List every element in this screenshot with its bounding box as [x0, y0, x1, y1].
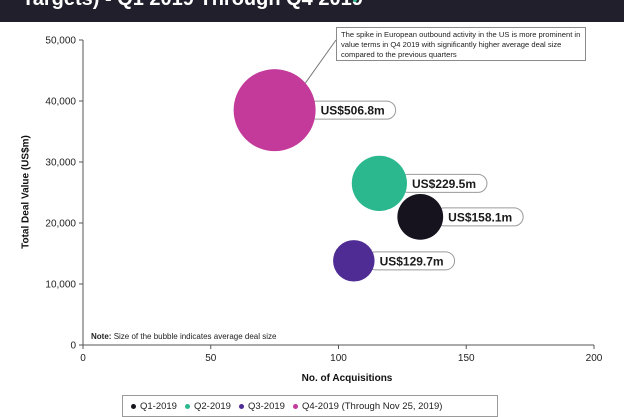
legend-marker	[131, 403, 136, 409]
bubble-q3-2019	[333, 240, 375, 282]
bubble-value-label: US$158.1m	[448, 210, 512, 224]
legend-label: Q1-2019	[140, 400, 177, 412]
x-tick-label: 50	[205, 353, 217, 364]
callout-annotation: The spike in European outbound activity …	[336, 27, 586, 61]
x-tick-label: 100	[330, 353, 347, 364]
y-tick-label: 30,000	[45, 158, 76, 169]
bubble-value-label: US$506.8m	[321, 104, 385, 118]
bubble-q2-2019	[351, 155, 407, 211]
bubble-q4-2019-through-nov-25-2019-	[233, 69, 316, 152]
x-tick-label: 200	[586, 353, 603, 364]
callout-leader	[304, 39, 337, 84]
chart-legend: Q1-2019 Q2-2019 Q3-2019 Q4-2019 (Through No…	[122, 395, 498, 417]
legend-marker	[184, 403, 190, 409]
chart-title: Targets) - Q1 2019 Through Q4 2019	[22, 0, 363, 11]
bubble-q1-2019	[397, 194, 444, 240]
y-tick-label: 50,000	[45, 36, 76, 47]
legend-label: Q3-2019	[247, 400, 285, 412]
y-tick-label: 40,000	[45, 97, 76, 108]
legend-label: Q4-2019 (Through Nov 25, 2019)	[301, 400, 443, 412]
title-bar: Targets) - Q1 2019 Through Q4 2019	[0, 0, 624, 22]
axes: 0 10,000 20,000 30,000 40,000 50,000 0 50 100 150…	[45, 36, 602, 365]
chart-note: Note: Size of the bubble indicates avera…	[91, 332, 276, 341]
bubble-labels: US$158.1m US$229.5m US$129.7m US$506.8m	[233, 69, 524, 282]
x-tick-label: 150	[458, 353, 475, 364]
legend-marker	[292, 403, 298, 409]
y-tick-label: 10,000	[45, 280, 76, 291]
legend-label: Q2-2019	[193, 400, 231, 412]
legend-item: Q1-2019	[131, 398, 177, 414]
x-tick-label: 0	[80, 353, 86, 364]
brand-logo-icon	[353, 0, 357, 2]
legend-marker	[238, 403, 244, 409]
bubble-chart: 0 10,000 20,000 30,000 40,000 50,000 0 50 100 150…	[45, 36, 602, 365]
legend-item: Q4-2019 (Through Nov 25, 2019)	[292, 398, 443, 414]
note-text: Size of the bubble indicates average dea…	[113, 332, 277, 341]
bubble-value-label: US$129.7m	[380, 254, 444, 268]
note-label: Note:	[91, 332, 112, 341]
y-tick-label: 20,000	[45, 219, 76, 230]
y-axis-label: Total Deal Value (US$m)	[20, 135, 32, 249]
y-tick-label: 0	[70, 341, 76, 352]
legend-item: Q2-2019	[184, 398, 231, 414]
x-axis-label: No. of Acquisitions	[301, 373, 393, 384]
bubble-value-label: US$229.5m	[412, 177, 476, 191]
legend-item: Q3-2019	[238, 398, 285, 414]
